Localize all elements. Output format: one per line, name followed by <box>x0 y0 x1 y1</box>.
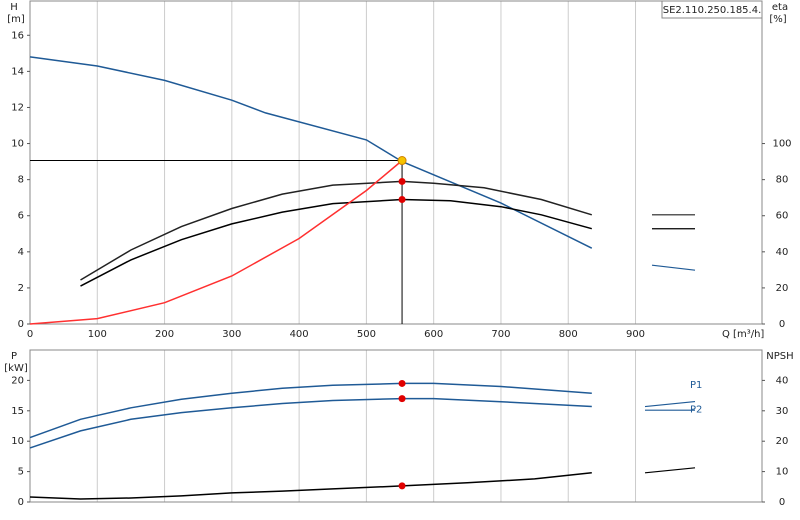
y-tick-label: 4 <box>18 247 24 258</box>
duty-marker <box>398 395 406 403</box>
y-tick-label: 12 <box>11 102 24 113</box>
curve <box>80 180 593 281</box>
x-tick-label: 500 <box>357 329 376 340</box>
y-tick-label: 8 <box>18 175 24 186</box>
curve <box>29 472 592 500</box>
curve <box>29 382 592 439</box>
y2-tick-label: 40 <box>776 247 789 258</box>
y2-tick-label: 100 <box>772 139 791 150</box>
y-tick-label: 20 <box>11 375 24 386</box>
x-axis-label: Q [m³/h] <box>722 329 764 340</box>
curve <box>29 56 593 249</box>
legend-sample <box>644 467 696 474</box>
duty-point <box>397 156 407 166</box>
y-axis-unit: [kW] <box>4 363 28 374</box>
y2-axis-label: eta <box>772 2 788 13</box>
y-tick-label: 15 <box>11 406 24 417</box>
curve <box>29 159 403 325</box>
y2-tick-label: 60 <box>776 211 789 222</box>
y2-axis-label: NPSH <box>766 351 793 362</box>
y-axis-label: P <box>11 351 17 362</box>
legend-label: P1 <box>690 380 702 391</box>
x-tick-label: 900 <box>626 329 645 340</box>
y2-tick-label: 80 <box>776 175 789 186</box>
plot-frame <box>29 0 763 325</box>
y-tick-label: 2 <box>18 283 24 294</box>
duty-marker <box>398 177 406 185</box>
x-tick-label: 0 <box>27 329 33 340</box>
duty-marker <box>398 195 406 203</box>
legend-sample <box>644 400 696 408</box>
y-axis-unit: [m] <box>7 14 25 25</box>
y-tick-label: 10 <box>11 139 24 150</box>
model-box <box>661 0 763 19</box>
model-label: SE2.110.250.185.4. <box>663 5 762 16</box>
x-tick-label: 300 <box>222 329 241 340</box>
duty-marker <box>398 379 406 387</box>
y2-tick-label: 0 <box>779 319 785 330</box>
y-tick-label: 10 <box>11 436 24 447</box>
y-tick-label: 16 <box>11 30 24 41</box>
x-tick-label: 400 <box>290 329 309 340</box>
y2-tick-label: 20 <box>776 283 789 294</box>
duty-marker <box>398 482 406 490</box>
plot-frame <box>29 349 763 503</box>
y2-axis-unit: [%] <box>769 14 786 25</box>
x-tick-label: 100 <box>88 329 107 340</box>
x-tick-label: 200 <box>155 329 174 340</box>
y-tick-label: 0 <box>18 497 24 508</box>
y2-tick-label: 40 <box>776 375 789 386</box>
y-tick-label: 6 <box>18 211 24 222</box>
x-tick-label: 700 <box>491 329 510 340</box>
y-tick-label: 0 <box>18 319 24 330</box>
y2-tick-label: 20 <box>776 436 789 447</box>
curve <box>29 397 592 449</box>
x-tick-label: 800 <box>559 329 578 340</box>
y-tick-label: 5 <box>18 467 24 478</box>
legend-label: P2 <box>690 405 702 416</box>
curve <box>80 198 592 287</box>
y2-tick-label: 0 <box>779 497 785 508</box>
y2-tick-label: 10 <box>776 467 789 478</box>
y-axis-label: H <box>10 2 18 13</box>
y-tick-label: 14 <box>11 66 24 77</box>
legend-sample <box>651 264 696 271</box>
x-tick-label: 600 <box>424 329 443 340</box>
y2-tick-label: 30 <box>776 406 789 417</box>
